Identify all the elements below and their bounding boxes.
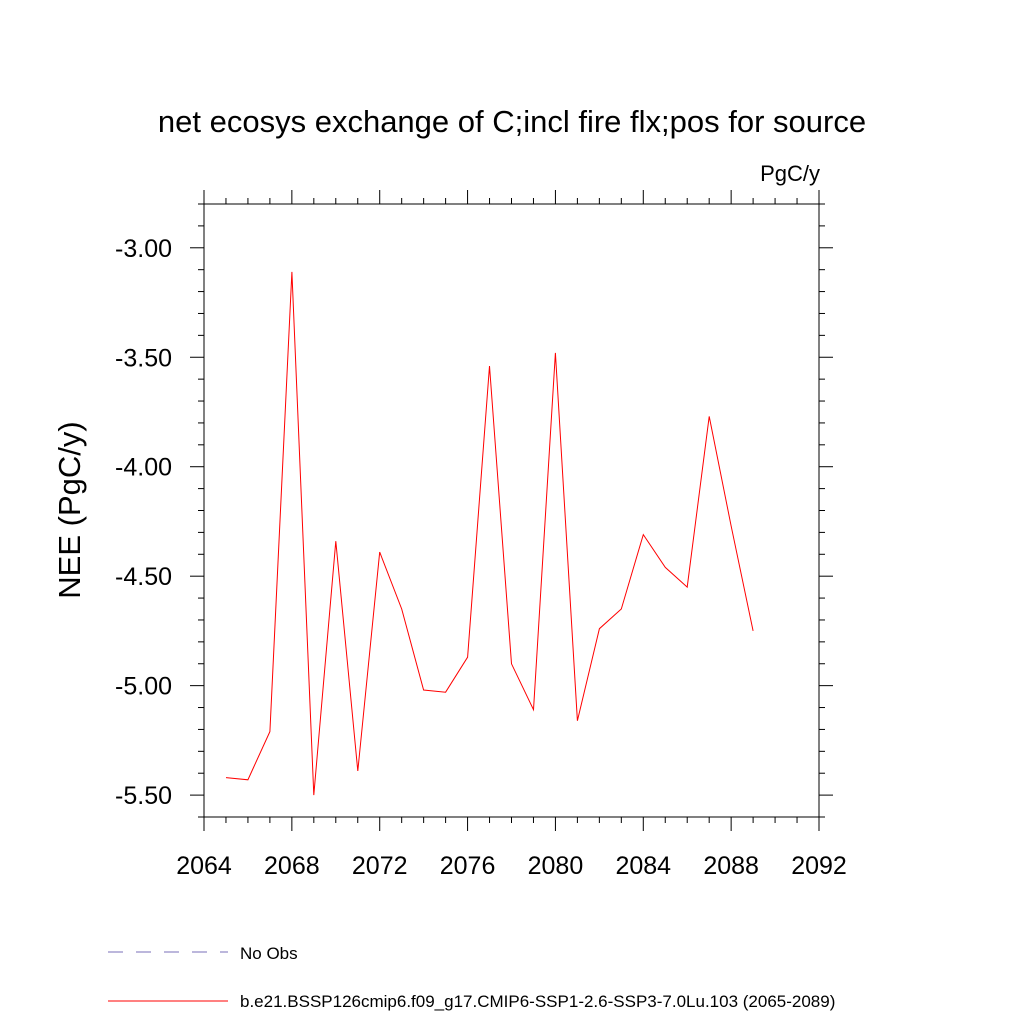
legend-label-model: b.e21.BSSP126cmip6.f09_g17.CMIP6-SSP1-2.… <box>240 992 835 1011</box>
y-tick-label: -5.00 <box>115 673 172 701</box>
y-tick-label: -3.50 <box>115 344 172 372</box>
x-tick-label: 2064 <box>176 852 232 880</box>
units-label: PgC/y <box>760 161 820 186</box>
chart-title: net ecosys exchange of C;incl fire flx;p… <box>158 104 866 139</box>
x-tick-label: 2072 <box>352 852 408 880</box>
x-tick-label: 2084 <box>615 852 671 880</box>
y-tick-label: -4.50 <box>115 563 172 591</box>
series-line <box>225 271 754 796</box>
x-tick-label: 2068 <box>264 852 320 880</box>
y-tick-label: -5.50 <box>115 782 172 810</box>
axis-ticks: 2064 2068 2072 2076 2080 2084 2088 2092 -3.00 -3.… <box>115 190 847 880</box>
x-tick-label: 2076 <box>440 852 496 880</box>
x-tick-label: 2080 <box>528 852 584 880</box>
x-tick-label: 2088 <box>703 852 759 880</box>
y-axis-label: NEE (PgC/y) <box>52 421 87 598</box>
y-tick-label: -4.00 <box>115 454 172 482</box>
plot-frame <box>203 203 820 818</box>
legend-label-no-obs: No Obs <box>240 944 298 963</box>
x-tick-label: 2092 <box>791 852 847 880</box>
legend: No Obs b.e21.BSSP126cmip6.f09_g17.CMIP6-… <box>108 944 835 1011</box>
y-tick-label: -3.00 <box>115 235 172 263</box>
series-group <box>225 271 754 796</box>
